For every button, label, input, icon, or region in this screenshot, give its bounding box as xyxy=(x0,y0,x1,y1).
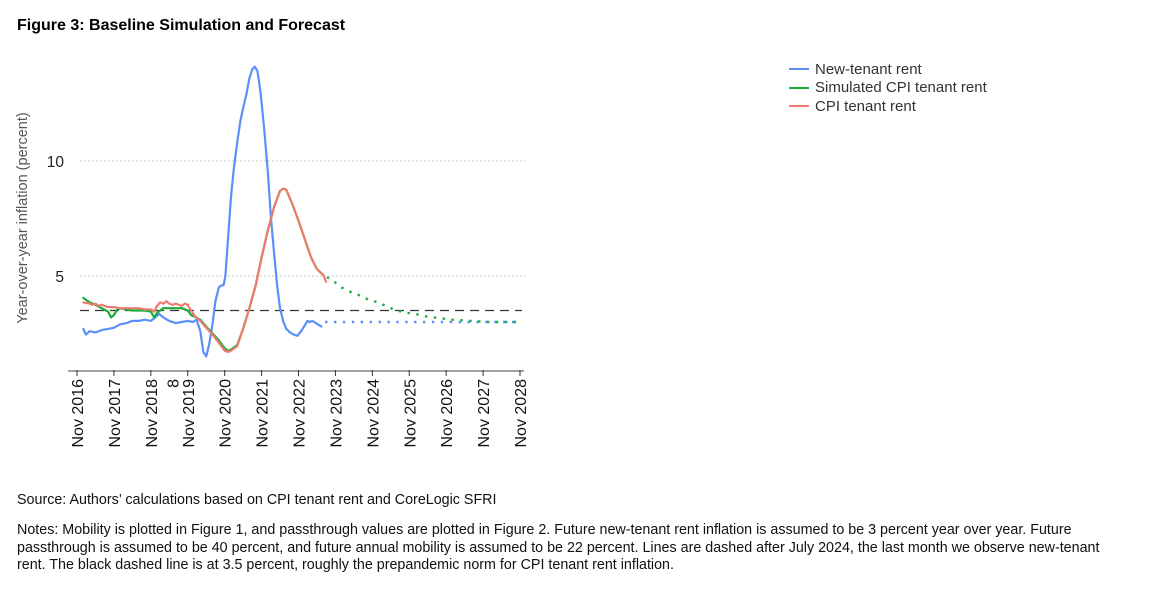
x-tick-label: Nov 2018 xyxy=(144,379,161,448)
series-line-cpi-tenant-rent xyxy=(82,187,328,353)
x-tick-label: Nov 2025 xyxy=(402,379,419,448)
x-tick-label: Nov 2016 xyxy=(70,379,87,448)
x-tick-label: Nov 2024 xyxy=(365,379,382,448)
legend-swatch-new-tenant-rent xyxy=(789,68,809,71)
x-tick-label: Nov 2019 xyxy=(181,379,198,448)
notes-text: Notes: Mobility is plotted in Figure 1, … xyxy=(17,522,1100,573)
x-tick-label: Nov 2026 xyxy=(439,379,456,448)
figure-title: Figure 3: Baseline Simulation and Foreca… xyxy=(17,17,346,34)
x-tick-label: Nov 2020 xyxy=(218,379,235,448)
series-lines xyxy=(82,65,520,358)
legend-item-new-tenant-rent: New-tenant rent xyxy=(789,60,987,79)
x-tick-label: Nov 2023 xyxy=(328,379,345,448)
x-ticks: Nov 2016 Nov 2017 Nov 2018 Nov 2019 Nov 2020… xyxy=(70,370,530,448)
x-tick-label-extra: 8 xyxy=(166,379,183,388)
series-forecast-simulated-cpi-tenant-rent xyxy=(326,276,520,324)
legend: New-tenant rent Simulated CPI tenant ren… xyxy=(789,60,987,116)
legend-item-cpi-tenant-rent: CPI tenant rent xyxy=(789,97,987,116)
x-tick-label: Nov 2028 xyxy=(513,379,530,448)
y-axis-label: Year-over-year inflation (percent) xyxy=(15,112,31,323)
legend-label: New-tenant rent xyxy=(815,60,922,78)
y-tick-labels: 5 10 xyxy=(47,154,65,286)
series-line-simulated-cpi-tenant-rent xyxy=(82,187,325,352)
x-tick-label: Nov 2021 xyxy=(255,379,272,448)
legend-item-simulated-cpi-tenant-rent: Simulated CPI tenant rent xyxy=(789,79,987,98)
legend-label: CPI tenant rent xyxy=(815,97,916,115)
legend-swatch-simulated-cpi-tenant-rent xyxy=(789,86,809,89)
source-note: Source: Authors’ calculations based on C… xyxy=(17,492,497,508)
y-tick-label: 10 xyxy=(47,154,65,171)
y-gridlines xyxy=(80,160,525,277)
y-tick-label: 5 xyxy=(55,269,64,286)
x-tick-label: Nov 2017 xyxy=(107,379,124,448)
legend-swatch-cpi-tenant-rent xyxy=(789,105,809,108)
series-line-new-tenant-rent xyxy=(82,65,323,358)
line-chart: 510 Nov 2016 Nov 2017 Nov 2018 Nov 2019 Nov … xyxy=(15,65,530,448)
x-tick-label: Nov 2022 xyxy=(292,379,309,448)
x-tick-label: Nov 2027 xyxy=(476,379,493,448)
legend-label: Simulated CPI tenant rent xyxy=(815,79,987,97)
